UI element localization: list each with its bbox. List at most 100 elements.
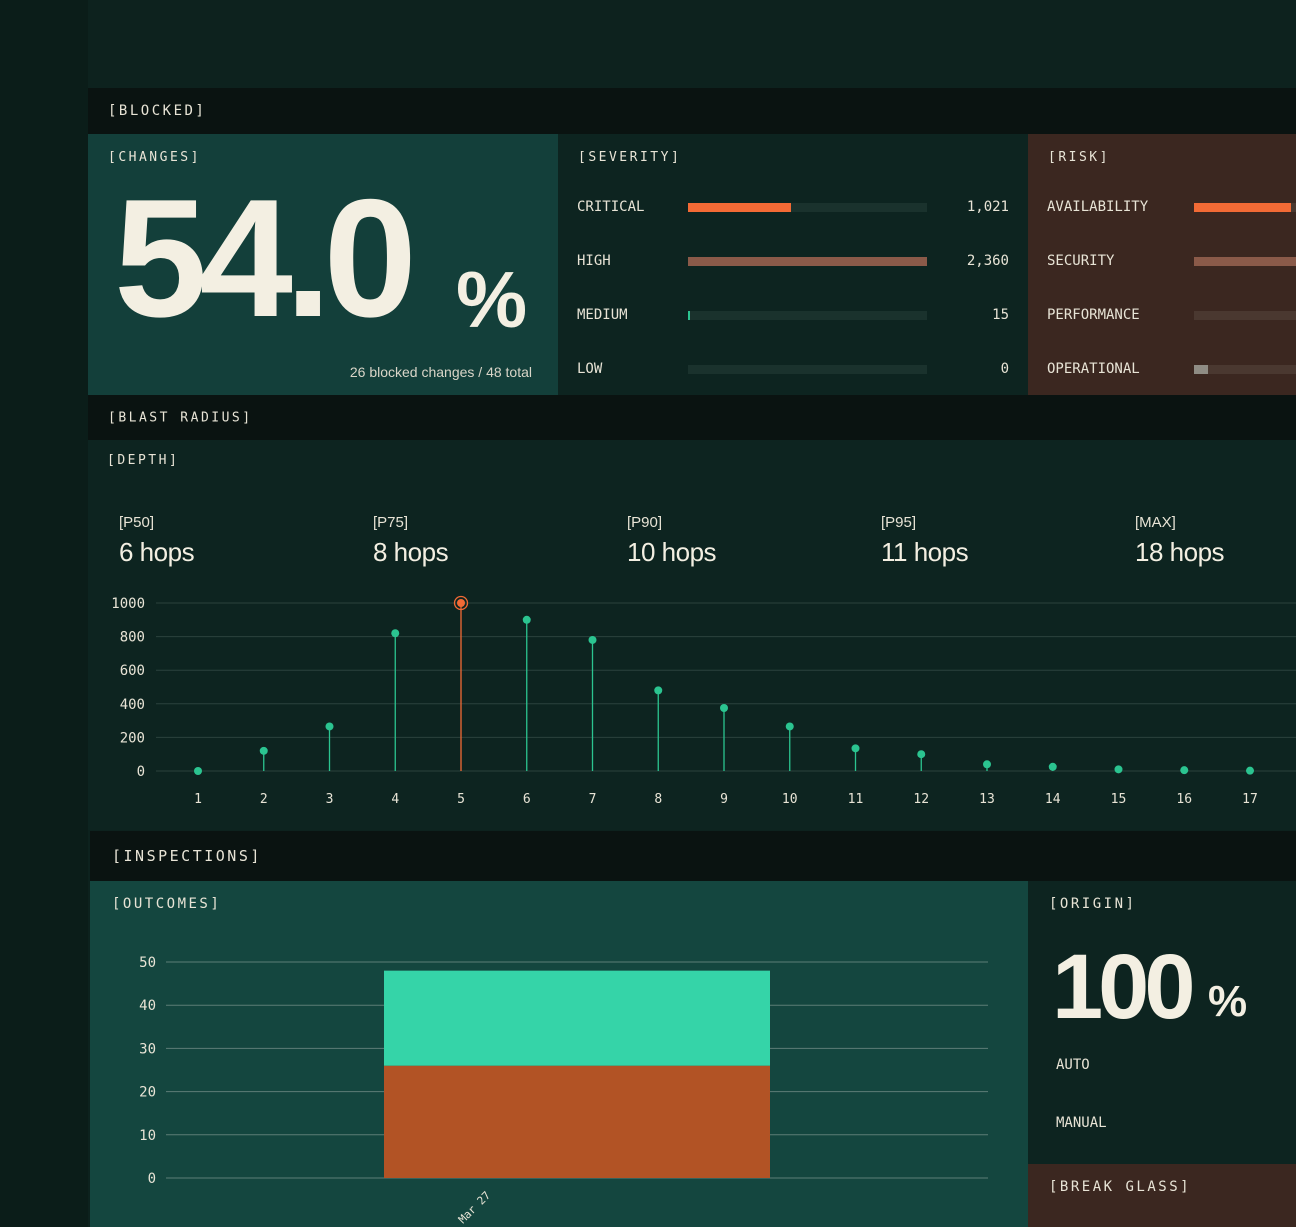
- severity-bar-track: [688, 257, 927, 266]
- risk-bar-track: [1194, 365, 1296, 374]
- p50-value: 6 hops: [119, 537, 195, 567]
- depth-point: [1180, 766, 1189, 775]
- severity-bar-fill: [688, 257, 927, 266]
- depth-x-tick-label: 12: [913, 792, 929, 807]
- depth-point: [917, 750, 926, 759]
- outcomes-stacked-bar-chart: 0 10 20 30 40 50 Mar 27: [139, 955, 988, 1226]
- depth-point: [522, 615, 531, 624]
- break-glass-panel: [BREAK GLASS]: [1028, 1164, 1296, 1227]
- outcomes-x-tick-label: Mar 27: [456, 1189, 493, 1226]
- risk-label-security: SECURITY: [1047, 253, 1115, 269]
- depth-point: [1114, 765, 1123, 774]
- risk-bar-fill: [1194, 365, 1209, 374]
- changes-summary-note: 26 blocked changes / 48 total: [349, 364, 532, 380]
- outcomes-y-tick-label: 20: [139, 1085, 156, 1101]
- p95-value: 11 hops: [881, 537, 969, 567]
- severity-count: 0: [1000, 361, 1009, 377]
- p50-label: [P50]: [119, 514, 155, 531]
- risk-tag: [RISK]: [1048, 150, 1110, 165]
- depth-x-tick-label: 10: [782, 792, 798, 807]
- origin-percentage-value: 100: [1052, 936, 1195, 1038]
- severity-bar-fill: [688, 311, 690, 320]
- depth-x-tick-label: 2: [260, 792, 268, 807]
- p90-label: [P90]: [627, 514, 663, 531]
- depth-x-tick-label: 14: [1045, 792, 1061, 807]
- severity-label-high: HIGH: [577, 253, 611, 269]
- break-glass-tag: [BREAK GLASS]: [1049, 1179, 1192, 1195]
- depth-y-tick-label: 200: [120, 730, 145, 746]
- outcomes-y-tick-label: 50: [139, 955, 156, 971]
- p75-value: 8 hops: [373, 537, 449, 567]
- blast-radius-section-header: [BLAST RADIUS]: [88, 395, 1296, 440]
- depth-x-tick-label: 17: [1242, 792, 1258, 807]
- depth-point-highlight-ring: [453, 595, 469, 611]
- changes-tag: [CHANGES]: [108, 150, 201, 165]
- depth-x-tick-label: 16: [1176, 792, 1192, 807]
- depth-y-tick-label: 600: [120, 663, 145, 679]
- severity-label-low: LOW: [577, 361, 603, 377]
- depth-panel: [DEPTH] [P50] 6 hops [P75] 8 hops [P90] …: [88, 440, 1296, 830]
- outcomes-y-tick-label: 10: [139, 1128, 156, 1144]
- depth-x-tick-label: 7: [589, 792, 597, 807]
- depth-x-tick-label: 9: [720, 792, 728, 807]
- risk-panel: [RISK] AVAILABILITY SECURITY PERFORMANCE OP…: [1028, 134, 1296, 395]
- depth-point: [654, 686, 663, 695]
- inspections-section-header: [INSPECTIONS]: [90, 831, 1296, 881]
- outcomes-y-tick-label: 30: [139, 1041, 156, 1057]
- depth-y-tick-label: 1000: [111, 596, 145, 612]
- severity-bar-track: [688, 311, 927, 320]
- depth-point: [720, 704, 728, 712]
- depth-point: [785, 722, 794, 731]
- p90-value: 10 hops: [627, 537, 717, 567]
- severity-tag: [SEVERITY]: [578, 150, 682, 165]
- risk-label-operational: OPERATIONAL: [1047, 361, 1140, 377]
- severity-label-medium: MEDIUM: [577, 307, 628, 323]
- depth-x-tick-label: 13: [979, 792, 995, 807]
- depth-point: [851, 744, 860, 753]
- p75-label: [P75]: [373, 514, 409, 531]
- depth-point: [391, 629, 400, 638]
- origin-panel: [ORIGIN] 100 % AUTO MANUAL: [1028, 881, 1296, 1164]
- depth-point: [588, 635, 597, 644]
- changes-percentage-value: 54.0: [114, 164, 417, 352]
- depth-point: [194, 767, 202, 775]
- depth-x-tick-label: 3: [326, 792, 334, 807]
- depth-y-tick-label: 400: [120, 697, 145, 713]
- depth-x-tick-label: 5: [457, 792, 465, 807]
- risk-bar-fill: [1194, 203, 1291, 212]
- depth-point: [457, 599, 465, 607]
- origin-tag: [ORIGIN]: [1049, 896, 1137, 912]
- depth-x-tick-label: 11: [848, 792, 864, 807]
- severity-label-critical: CRITICAL: [577, 199, 645, 215]
- depth-point: [983, 760, 991, 769]
- depth-y-tick-label: 0: [137, 764, 145, 780]
- depth-x-tick-label: 15: [1111, 792, 1127, 807]
- risk-label-performance: PERFORMANCE: [1047, 307, 1140, 323]
- severity-count: 1,021: [966, 199, 1009, 215]
- severity-count: 2,360: [966, 253, 1009, 269]
- outcomes-panel: [OUTCOMES] 0 10 20 30 40 50 Mar 27: [90, 881, 1028, 1227]
- changes-percentage-unit: %: [456, 255, 528, 344]
- depth-point: [259, 746, 268, 755]
- risk-bar-fill: [1194, 257, 1296, 266]
- outcomes-tag: [OUTCOMES]: [112, 896, 222, 912]
- outcomes-y-tick-label: 40: [139, 998, 156, 1014]
- risk-bar-track: [1194, 203, 1296, 212]
- blocked-section-header: [BLOCKED]: [88, 88, 1296, 134]
- p95-label: [P95]: [881, 514, 917, 531]
- severity-bar-fill: [688, 203, 792, 212]
- origin-auto-label: AUTO: [1056, 1057, 1090, 1073]
- max-value: 18 hops: [1135, 537, 1225, 567]
- depth-x-tick-label: 8: [654, 792, 662, 807]
- blocked-header-label: [BLOCKED]: [108, 103, 207, 119]
- severity-bar-track: [688, 203, 927, 212]
- changes-panel: [CHANGES] 54.0 % 26 blocked changes / 48…: [88, 134, 558, 395]
- risk-bar-track: [1194, 257, 1296, 266]
- depth-x-tick-label: 4: [391, 792, 399, 807]
- severity-count: 15: [992, 307, 1009, 323]
- max-label: [MAX]: [1135, 514, 1176, 531]
- depth-point: [1246, 766, 1254, 775]
- blast-radius-header-label: [BLAST RADIUS]: [108, 410, 253, 425]
- outcomes-bar-segment: [384, 1065, 770, 1178]
